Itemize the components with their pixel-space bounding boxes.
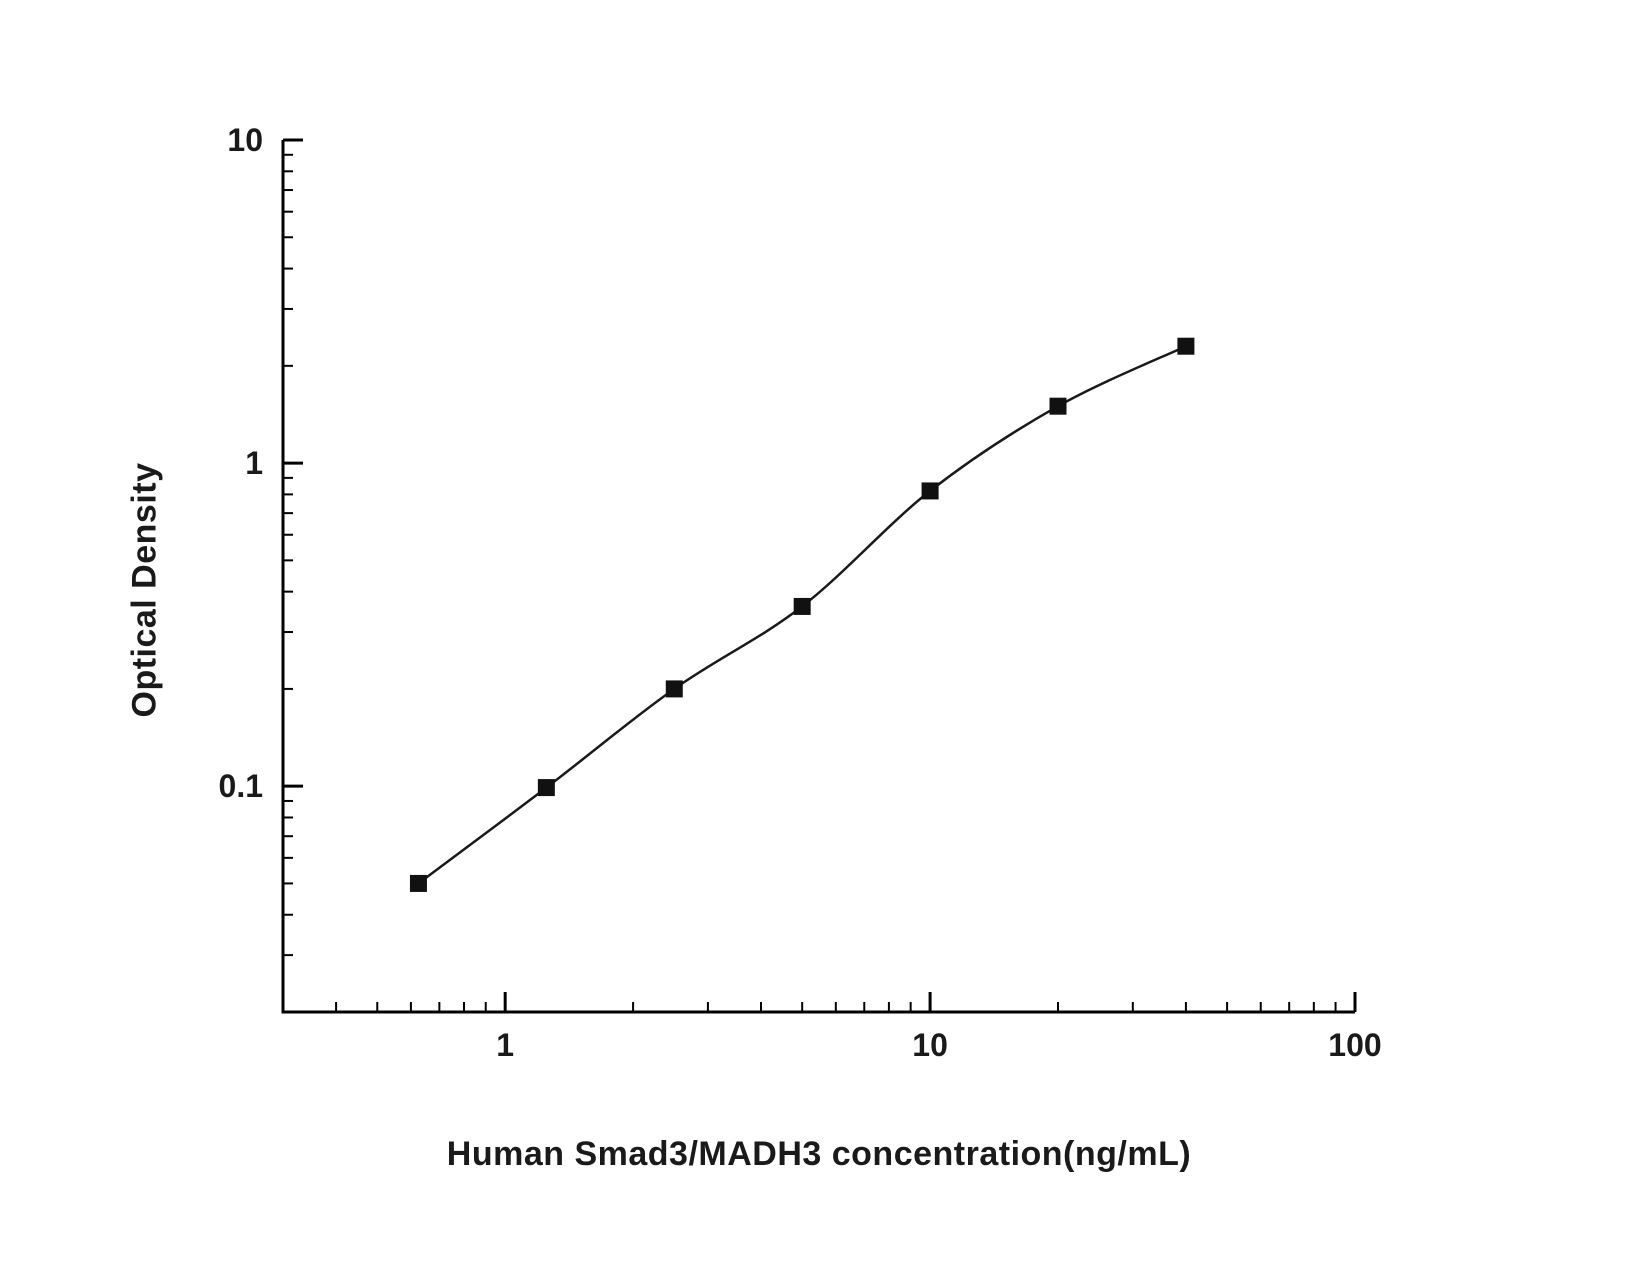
x-tick-label: 10 [912, 1027, 948, 1063]
data-point-marker [1049, 397, 1067, 415]
data-point-marker [537, 779, 555, 797]
data-point-marker [921, 482, 939, 500]
y-tick-label: 1 [245, 445, 263, 481]
data-point-marker [793, 597, 811, 615]
y-tick-label: 10 [227, 122, 263, 158]
x-tick-label: 100 [1328, 1027, 1381, 1063]
data-point-marker [1177, 337, 1195, 355]
x-axis-title: Human Smad3/MADH3 concentration(ng/mL) [446, 1135, 1192, 1173]
y-axis-title: Optical Density [125, 462, 164, 718]
y-tick-label: 0.1 [219, 768, 263, 804]
x-tick-label: 1 [496, 1027, 514, 1063]
data-point-marker [665, 680, 683, 698]
data-point-marker [409, 874, 427, 892]
